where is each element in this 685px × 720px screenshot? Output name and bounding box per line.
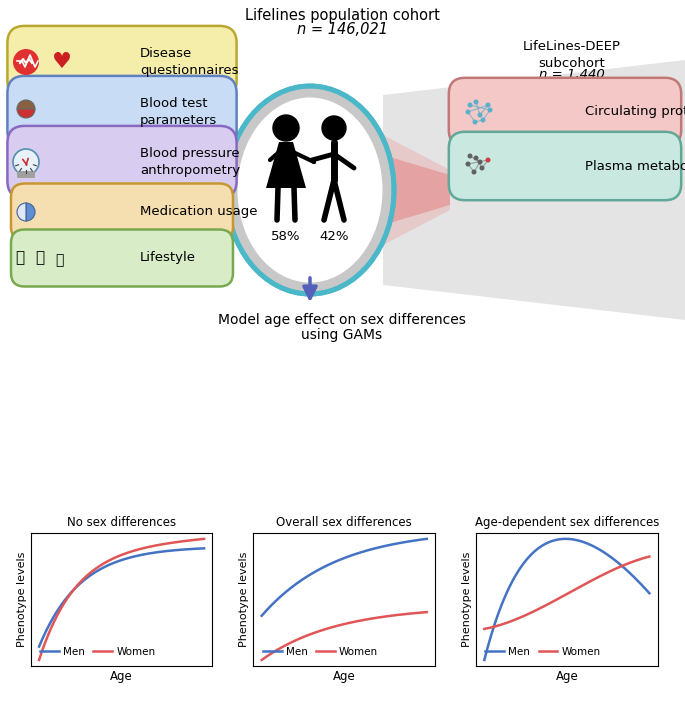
Circle shape: [13, 149, 39, 175]
Wedge shape: [26, 203, 35, 221]
Circle shape: [273, 115, 299, 141]
Circle shape: [480, 117, 486, 122]
Circle shape: [473, 120, 477, 125]
Circle shape: [473, 156, 479, 161]
Wedge shape: [17, 203, 26, 221]
Text: Lifelines population cohort: Lifelines population cohort: [245, 8, 440, 23]
Circle shape: [477, 160, 482, 164]
PathPatch shape: [266, 142, 306, 188]
Y-axis label: Phenotype levels: Phenotype levels: [16, 552, 27, 647]
X-axis label: Age: Age: [333, 670, 356, 683]
Text: n = 1,440: n = 1,440: [539, 68, 605, 81]
Circle shape: [322, 116, 346, 140]
Circle shape: [473, 99, 479, 104]
Circle shape: [466, 109, 471, 114]
Text: Disease
questionnaires: Disease questionnaires: [140, 48, 238, 77]
Title: No sex differences: No sex differences: [67, 516, 176, 529]
Wedge shape: [17, 100, 35, 109]
Circle shape: [471, 169, 477, 174]
Legend: Men, Women: Men, Women: [259, 642, 382, 661]
Circle shape: [479, 166, 484, 171]
Text: 🥤: 🥤: [35, 251, 44, 266]
Circle shape: [486, 102, 490, 107]
FancyBboxPatch shape: [11, 230, 233, 287]
Circle shape: [486, 158, 490, 163]
Text: 🏊: 🏊: [15, 251, 24, 266]
Circle shape: [467, 102, 473, 107]
Text: Circulating proteins: Circulating proteins: [585, 106, 685, 119]
Text: Plasma metabolomics: Plasma metabolomics: [585, 160, 685, 173]
Legend: Men, Women: Men, Women: [36, 642, 160, 661]
Circle shape: [488, 107, 493, 112]
FancyBboxPatch shape: [8, 76, 236, 148]
Text: Lifestyle: Lifestyle: [140, 251, 196, 264]
Circle shape: [467, 153, 473, 158]
FancyBboxPatch shape: [8, 26, 236, 98]
Text: Model age effect on sex differences: Model age effect on sex differences: [218, 313, 466, 327]
FancyBboxPatch shape: [8, 126, 236, 198]
Y-axis label: Phenotype levels: Phenotype levels: [239, 552, 249, 647]
FancyBboxPatch shape: [11, 184, 233, 240]
X-axis label: Age: Age: [556, 670, 578, 683]
Text: LifeLines-DEEP
subcohort: LifeLines-DEEP subcohort: [523, 40, 621, 70]
Circle shape: [13, 49, 39, 75]
Polygon shape: [383, 135, 450, 245]
Title: Overall sex differences: Overall sex differences: [276, 516, 412, 529]
Circle shape: [477, 112, 482, 117]
Text: ♥: ♥: [52, 52, 72, 72]
Y-axis label: Phenotype levels: Phenotype levels: [462, 552, 472, 647]
Text: 58%: 58%: [271, 230, 301, 243]
FancyBboxPatch shape: [17, 171, 35, 178]
FancyBboxPatch shape: [449, 78, 681, 146]
Ellipse shape: [225, 85, 395, 295]
Legend: Men, Women: Men, Women: [482, 642, 605, 661]
Polygon shape: [383, 155, 450, 225]
Text: Medication usage: Medication usage: [140, 205, 258, 218]
Text: using GAMs: using GAMs: [301, 328, 382, 342]
Text: n = 146,021: n = 146,021: [297, 22, 388, 37]
FancyBboxPatch shape: [449, 132, 681, 200]
X-axis label: Age: Age: [110, 670, 133, 683]
Text: 🚬: 🚬: [55, 253, 64, 267]
Polygon shape: [383, 60, 685, 320]
Text: Blood test
parameters: Blood test parameters: [140, 97, 217, 127]
Circle shape: [466, 161, 471, 166]
Ellipse shape: [238, 97, 382, 282]
Title: Age-dependent sex differences: Age-dependent sex differences: [475, 516, 659, 529]
Text: Blood pressure
anthropometry: Blood pressure anthropometry: [140, 148, 240, 176]
Wedge shape: [17, 109, 35, 118]
Text: 42%: 42%: [319, 230, 349, 243]
